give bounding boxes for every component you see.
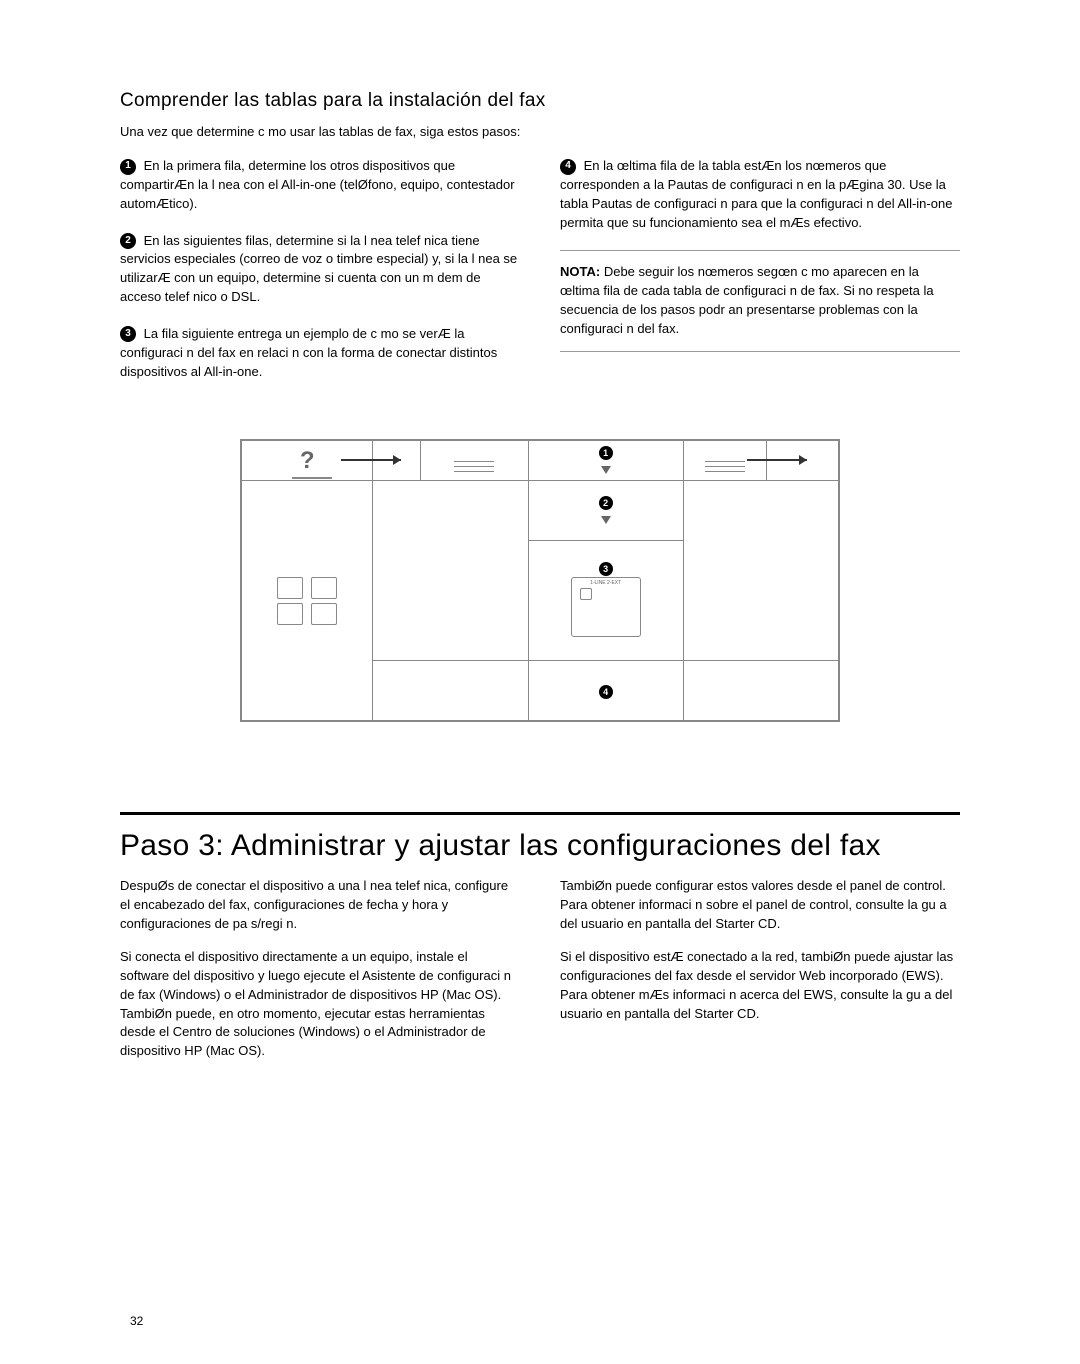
phone-icon	[277, 577, 303, 599]
diagram-cell-lines2	[683, 441, 767, 481]
mini-circle-1-icon: 1	[599, 446, 613, 460]
step-4: 4 En la œltima fila de la tabla estÆn lo…	[560, 157, 960, 232]
arrow-right-icon	[799, 455, 807, 465]
diagram-cell-n1: 1	[528, 441, 683, 481]
diagram-cell-lines1	[421, 441, 528, 481]
diagram-cell-arrow2	[767, 441, 839, 481]
diagram-cell-q: ?	[242, 441, 373, 481]
printer-icon	[571, 577, 641, 637]
step-2-text: En las siguientes filas, determine si la…	[120, 233, 517, 305]
left-col: 1 En la primera fila, determine los otro…	[120, 157, 520, 399]
right-col: 4 En la œltima fila de la tabla estÆn lo…	[560, 157, 960, 399]
note-label: NOTA:	[560, 264, 600, 279]
diagram-blank3	[373, 661, 528, 721]
mini-circle-3-icon: 3	[599, 562, 613, 576]
page-number: 32	[130, 1314, 143, 1328]
answering-machine-icon	[277, 603, 303, 625]
step-3: 3 La fila siguiente entrega un ejemplo d…	[120, 325, 520, 382]
device-icons	[277, 577, 337, 625]
steps-columns: 1 En la primera fila, determine los otro…	[120, 157, 960, 399]
arrow-right-icon	[393, 455, 401, 465]
circle-3-icon: 3	[120, 326, 136, 342]
step-1: 1 En la primera fila, determine los otro…	[120, 157, 520, 214]
diagram-cell-n3: 3	[528, 541, 683, 661]
diagram-cell-arrow1	[373, 441, 421, 481]
mini-circle-4-icon: 4	[599, 685, 613, 699]
diagram-container: ? 1	[120, 439, 960, 722]
modem-icon	[311, 603, 337, 625]
mini-circle-2-icon: 2	[599, 496, 613, 510]
paso3-left: DespuØs de conectar el dispositivo a una…	[120, 877, 520, 1075]
lines-icon	[705, 461, 745, 472]
question-icon: ?	[300, 447, 315, 475]
step-4-text: En la œltima fila de la tabla estÆn los …	[560, 158, 952, 230]
diagram-blank4	[683, 661, 838, 721]
circle-1-icon: 1	[120, 159, 136, 175]
step-3-text: La fila siguiente entrega un ejemplo de …	[120, 326, 497, 379]
diagram-blank1	[373, 481, 528, 661]
lines-icon	[454, 461, 494, 472]
note-block: NOTA: Debe seguir los nœmeros segœn c mo…	[560, 250, 960, 351]
computer-icon	[311, 577, 337, 599]
paso3-columns: DespuØs de conectar el dispositivo a una…	[120, 877, 960, 1075]
diagram-cell-n2: 2	[528, 481, 683, 541]
paso3-left-p1: DespuØs de conectar el dispositivo a una…	[120, 877, 520, 934]
paso3-left-p2: Si conecta el dispositivo directamente a…	[120, 948, 520, 1061]
diagram-blank2	[683, 481, 838, 661]
circle-4-icon: 4	[560, 159, 576, 175]
paso3-right: TambiØn puede configurar estos valores d…	[560, 877, 960, 1075]
arrow-down-icon	[601, 516, 611, 524]
step-2: 2 En las siguientes filas, determine si …	[120, 232, 520, 307]
heading-rule	[120, 812, 960, 815]
paso3-right-p2: Si el dispositivo estÆ conectado a la re…	[560, 948, 960, 1023]
diagram-devices-cell	[242, 481, 373, 721]
note-text: Debe seguir los nœmeros segœn c mo apare…	[560, 264, 934, 336]
main-heading: Paso 3: Administrar y ajustar las config…	[120, 829, 960, 863]
intro-text: Una vez que determine c mo usar las tabl…	[120, 124, 960, 139]
circle-2-icon: 2	[120, 233, 136, 249]
diagram-cell-n4: 4	[528, 661, 683, 721]
section-comprender: Comprender las tablas para la instalació…	[120, 90, 960, 722]
paso3-right-p1: TambiØn puede configurar estos valores d…	[560, 877, 960, 934]
step-1-text: En la primera fila, determine los otros …	[120, 158, 515, 211]
fax-diagram: ? 1	[240, 439, 840, 722]
section-title: Comprender las tablas para la instalació…	[120, 90, 960, 112]
arrow-down-icon	[601, 466, 611, 474]
